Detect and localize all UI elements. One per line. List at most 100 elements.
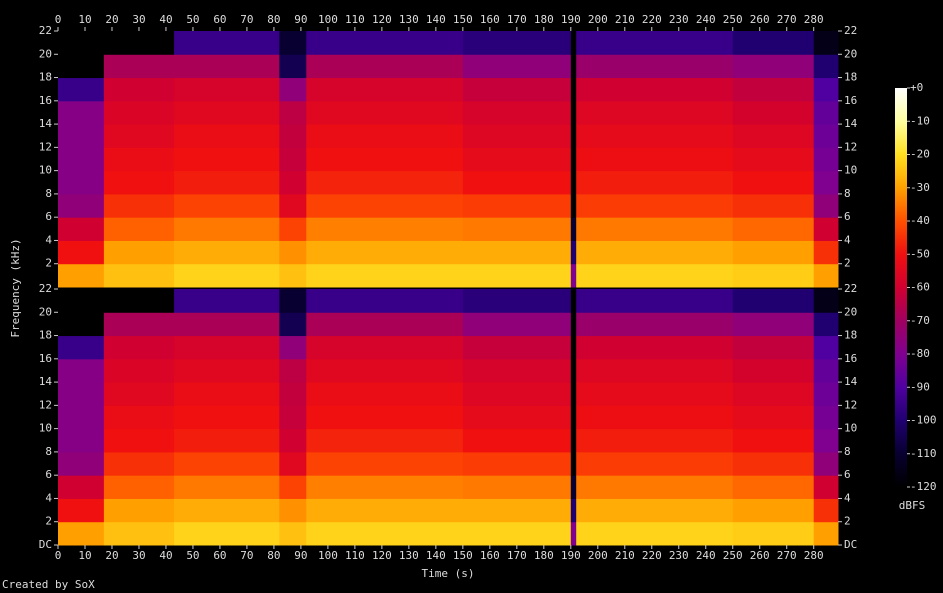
spectrogram-cell [103,428,175,453]
spectrogram-cell [58,312,105,337]
spectrogram-cell [174,475,280,499]
x-tick-label: 0 [55,13,62,26]
y-tick-label: 6 [45,468,52,481]
spectrogram-cell [306,312,464,337]
spectrogram-cell [462,100,572,125]
spectrogram-cell [732,217,815,241]
spectrogram-cell [576,263,734,288]
colorbar-tick-label: -70 [910,314,930,327]
y-tick-label: 16 [844,94,857,107]
x-tick-label: 110 [345,13,365,26]
spectrogram-cell [813,170,839,195]
spectrogram-cell [462,77,572,102]
colorbar-tick-label: -30 [910,181,930,194]
spectrogram-cell [576,475,734,499]
x-tick-label: 130 [399,13,419,26]
spectrogram-cell [813,54,839,79]
x-tick-label: 210 [615,13,635,26]
spectrogram-cell [103,100,175,125]
spectrogram-cell [306,147,464,172]
y-tick-label: 10 [844,422,857,435]
y-tick-label: 12 [39,140,52,153]
spectrogram-cell [570,498,577,523]
y-tick-label: 18 [844,329,857,342]
spectrogram-cell [462,217,572,241]
spectrogram-cell [732,358,815,383]
spectrogram-cell [103,77,175,102]
spectrogram-cell [306,405,464,430]
x-tick-label: 210 [615,549,635,562]
spectrogram-cell [576,170,734,195]
x-tick-label: 180 [534,549,554,562]
spectrogram-cell [462,193,572,218]
spectrogram-cell [813,358,839,383]
x-tick-label: 90 [294,13,307,26]
spectrogram-cell [576,521,734,546]
spectrogram-cell [462,498,572,523]
spectrogram-cell [279,217,307,241]
spectrogram-cell [570,451,577,476]
colorbar-tick-label: -100 [910,414,937,427]
spectrogram-cell [58,521,105,546]
spectrogram-cell [813,382,839,406]
spectrogram-cell [732,475,815,499]
x-tick-label: 50 [186,549,199,562]
spectrogram-cell [58,335,105,360]
spectrogram-cell [570,31,577,55]
spectrogram-cell [570,521,577,546]
spectrogram-cell [174,77,280,102]
y-tick-label: 12 [39,398,52,411]
spectrogram-cell [279,451,307,476]
colorbar-tick-label: -120 [910,480,937,493]
x-tick-label: 200 [588,13,608,26]
spectrogram-cell [813,31,839,55]
x-tick-label: 280 [804,549,824,562]
x-tick-label: 10 [78,549,91,562]
spectrogram-cell [570,312,577,337]
spectrogram-cell [174,382,280,406]
spectrogram-cell [279,263,307,288]
spectrogram-cell [279,193,307,218]
x-tick-label: 270 [777,549,797,562]
x-axis-label: Time (s) [422,567,475,580]
spectrogram-cell [462,289,572,313]
spectrogram-cell [576,124,734,148]
spectrogram-cell [174,263,280,288]
spectrogram-cell [279,54,307,79]
spectrogram-cell [174,217,280,241]
y-tick-label: 20 [39,47,52,60]
spectrogram-cell [462,312,572,337]
spectrogram-cell [58,475,105,499]
spectrogram-cell [813,147,839,172]
spectrogram-cell [732,382,815,406]
spectrogram-cell [570,263,577,288]
x-tick-label: 270 [777,13,797,26]
spectrogram-cell [570,428,577,453]
spectrogram-cell [306,498,464,523]
spectrogram-cell [103,170,175,195]
spectrogram-cell [174,521,280,546]
spectrogram-cell [58,358,105,383]
spectrogram-cell [576,77,734,102]
y-axis-label: Frequency (kHz) [9,238,22,337]
y-tick-label: 20 [844,47,857,60]
x-tick-label: 120 [372,549,392,562]
spectrogram-cell [570,54,577,79]
spectrogram-cell [279,77,307,102]
spectrogram-cell [279,428,307,453]
spectrogram-cell [813,475,839,499]
spectrogram-cell [570,335,577,360]
spectrogram-cell [306,170,464,195]
spectrogram-cell [732,451,815,476]
spectrogram-cell [462,124,572,148]
spectrogram-cell [732,77,815,102]
spectrogram-cell [103,451,175,476]
x-tick-label: 160 [480,549,500,562]
spectrogram-cell [174,54,280,79]
y-tick-label: 22 [39,24,52,37]
x-tick-label: 260 [750,549,770,562]
colorbar-tick-label: -60 [910,281,930,294]
spectrogram-cell [732,289,815,313]
spectrogram-cell [174,428,280,453]
